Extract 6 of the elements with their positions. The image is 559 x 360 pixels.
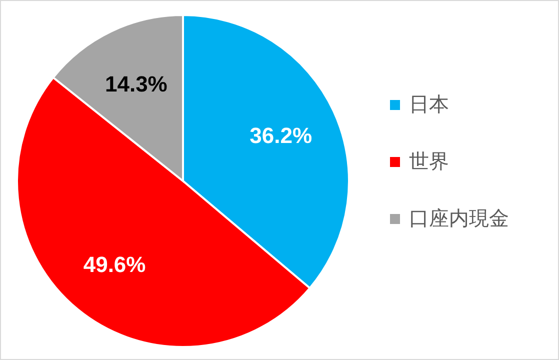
legend-label: 世界 <box>409 151 449 173</box>
legend-label: 日本 <box>409 94 449 116</box>
data-label: 49.6% <box>83 252 146 277</box>
data-label: 14.3% <box>104 71 168 96</box>
legend-label: 口座内現金 <box>409 208 509 230</box>
data-label: 36.2% <box>250 123 312 148</box>
